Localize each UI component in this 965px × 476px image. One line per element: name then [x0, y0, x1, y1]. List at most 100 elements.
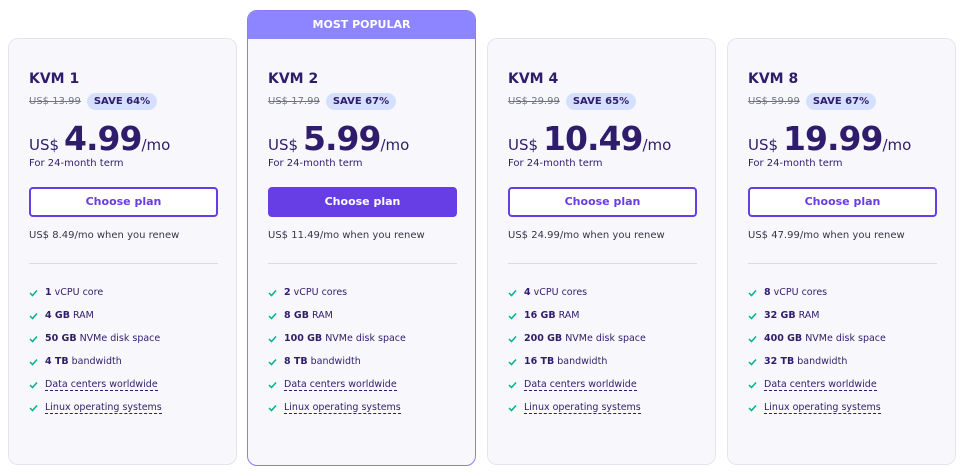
check-icon: [748, 289, 757, 297]
currency: US$: [268, 136, 299, 154]
period: /mo: [882, 136, 912, 154]
feature-text: RAM: [798, 310, 820, 321]
feature: Linux operating systems: [748, 402, 881, 414]
feature: Data centers worldwide: [508, 379, 637, 391]
price: 19.99: [783, 119, 883, 158]
discount-badge: SAVE 64%: [86, 93, 158, 110]
check-icon: [29, 404, 38, 412]
feature-text[interactable]: Data centers worldwide: [45, 379, 158, 391]
feature-text[interactable]: Linux operating systems: [764, 402, 881, 414]
renewal-price: US$ 47.99/mo when you renew: [748, 230, 905, 241]
price-row: US$ 10.49/mo: [508, 119, 671, 158]
feature-amount: 32 GB: [764, 310, 796, 321]
price-row: US$ 19.99/mo: [748, 119, 911, 158]
old-price: US$ 17.99: [268, 96, 320, 107]
check-icon: [268, 381, 277, 389]
old-price-row: US$ 17.99 SAVE 67%: [268, 93, 397, 110]
old-price: US$ 29.99: [508, 96, 560, 107]
feature-amount: 32 TB: [764, 356, 795, 367]
feature-text: NVMe disk space: [79, 333, 161, 344]
feature: 2 vCPU cores: [268, 287, 347, 298]
period: /mo: [380, 136, 410, 154]
plan-card: KVM 8 US$ 59.99 SAVE 67% US$ 19.99/mo For 24-…: [727, 38, 956, 465]
feature: 4 TB bandwidth: [29, 356, 122, 367]
renewal-price: US$ 24.99/mo when you renew: [508, 230, 665, 241]
check-icon: [268, 404, 277, 412]
feature-text: RAM: [72, 310, 94, 321]
feature-amount: 2: [284, 287, 291, 298]
feature-text: RAM: [311, 310, 333, 321]
feature-text[interactable]: Data centers worldwide: [764, 379, 877, 391]
feature: 50 GB NVMe disk space: [29, 333, 160, 344]
currency: US$: [29, 136, 60, 154]
plan-name: KVM 8: [748, 71, 799, 87]
feature-amount: 16 TB: [524, 356, 555, 367]
feature: 32 TB bandwidth: [748, 356, 847, 367]
popular-badge: MOST POPULAR: [248, 11, 475, 39]
term: For 24-month term: [268, 158, 363, 169]
term: For 24-month term: [508, 158, 603, 169]
feature-text[interactable]: Linux operating systems: [45, 402, 162, 414]
feature: 16 TB bandwidth: [508, 356, 607, 367]
discount-badge: SAVE 65%: [565, 93, 637, 110]
feature-amount: 8: [764, 287, 771, 298]
divider: [29, 263, 218, 264]
price: 5.99: [303, 119, 381, 158]
choose-plan-button[interactable]: Choose plan: [29, 187, 218, 217]
feature-text: vCPU cores: [533, 287, 588, 298]
feature-text[interactable]: Data centers worldwide: [284, 379, 397, 391]
feature: Linux operating systems: [29, 402, 162, 414]
plan-card: KVM 4 US$ 29.99 SAVE 65% US$ 10.49/mo For 24-…: [487, 38, 716, 465]
choose-plan-button[interactable]: Choose plan: [748, 187, 937, 217]
renewal-price: US$ 8.49/mo when you renew: [29, 230, 180, 241]
feature-amount: 100 GB: [284, 333, 323, 344]
choose-plan-button[interactable]: Choose plan: [268, 187, 457, 217]
feature-text[interactable]: Data centers worldwide: [524, 379, 637, 391]
check-icon: [268, 312, 277, 320]
feature: 100 GB NVMe disk space: [268, 333, 406, 344]
feature: 32 GB RAM: [748, 310, 820, 321]
check-icon: [508, 381, 517, 389]
price: 4.99: [64, 119, 142, 158]
check-icon: [508, 289, 517, 297]
feature: Data centers worldwide: [748, 379, 877, 391]
divider: [748, 263, 937, 264]
price: 10.49: [543, 119, 643, 158]
check-icon: [29, 335, 38, 343]
renewal-price: US$ 11.49/mo when you renew: [268, 230, 425, 241]
term: For 24-month term: [748, 158, 843, 169]
check-icon: [29, 358, 38, 366]
check-icon: [268, 335, 277, 343]
old-price: US$ 13.99: [29, 96, 81, 107]
feature-amount: 1: [45, 287, 52, 298]
feature-amount: 4 GB: [45, 310, 70, 321]
feature: Linux operating systems: [508, 402, 641, 414]
feature: Data centers worldwide: [268, 379, 397, 391]
feature-amount: 50 GB: [45, 333, 77, 344]
feature-amount: 16 GB: [524, 310, 556, 321]
plan-card: KVM 1 US$ 13.99 SAVE 64% US$ 4.99/mo For 24-m…: [8, 38, 237, 465]
feature: 8 vCPU cores: [748, 287, 827, 298]
feature: 1 vCPU core: [29, 287, 103, 298]
period: /mo: [141, 136, 171, 154]
check-icon: [508, 404, 517, 412]
choose-plan-button[interactable]: Choose plan: [508, 187, 697, 217]
check-icon: [29, 312, 38, 320]
check-icon: [508, 358, 517, 366]
check-icon: [748, 404, 757, 412]
currency: US$: [508, 136, 539, 154]
feature: 400 GB NVMe disk space: [748, 333, 886, 344]
check-icon: [29, 381, 38, 389]
feature-text[interactable]: Linux operating systems: [524, 402, 641, 414]
check-icon: [268, 289, 277, 297]
feature: Linux operating systems: [268, 402, 401, 414]
feature-text[interactable]: Linux operating systems: [284, 402, 401, 414]
term: For 24-month term: [29, 158, 124, 169]
feature-text: bandwidth: [557, 356, 608, 367]
check-icon: [268, 358, 277, 366]
currency: US$: [748, 136, 779, 154]
old-price: US$ 59.99: [748, 96, 800, 107]
check-icon: [748, 312, 757, 320]
feature-text: vCPU cores: [293, 287, 348, 298]
